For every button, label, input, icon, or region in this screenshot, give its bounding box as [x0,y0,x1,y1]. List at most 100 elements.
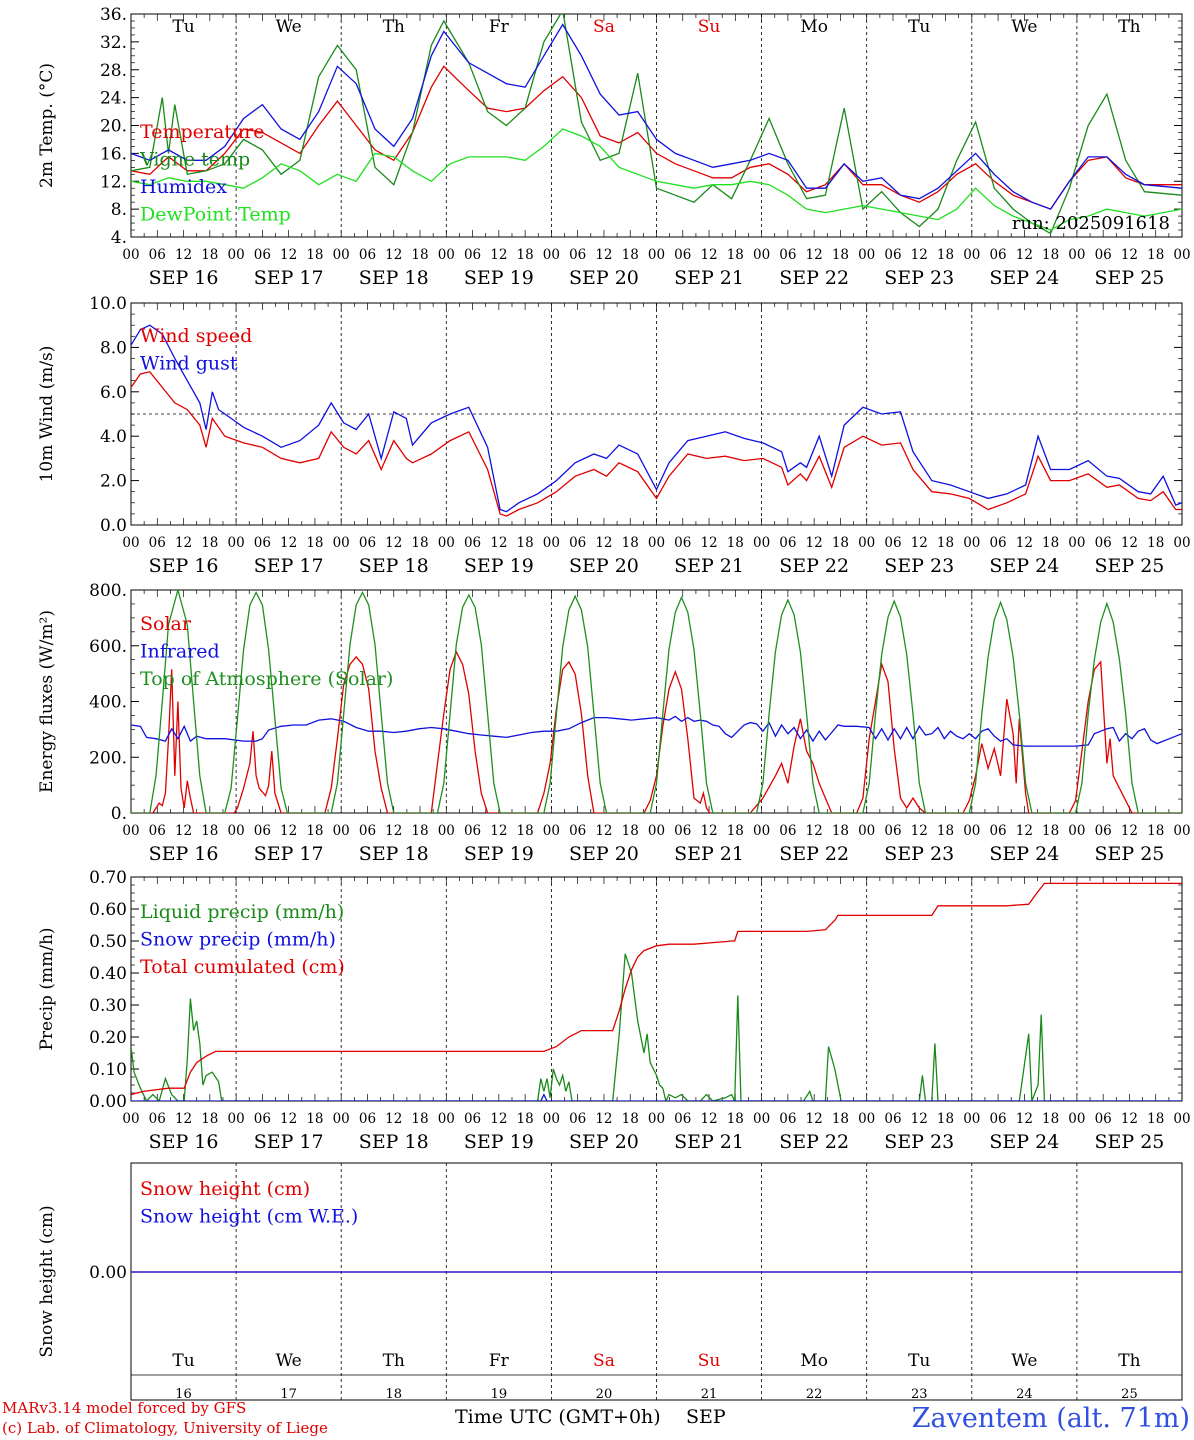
energy-date-label: SEP 22 [779,843,849,865]
temp-hour-label: 06 [779,247,796,263]
run-annotation: run: 2025091618 [1012,213,1170,234]
temp-date-label: SEP 22 [779,267,849,289]
energy-hour-label: 12 [911,823,928,839]
precip-legend-item: Liquid precip (mm/h) [140,901,344,923]
wind-hour-label: 06 [989,535,1006,551]
wind-ytick-label: 6.0 [100,383,127,403]
temp-hour-label: 06 [464,247,481,263]
temp-hour-label: 18 [1147,247,1164,263]
precip-date-label: SEP 24 [989,1131,1059,1153]
temp-ytick-label: 24. [100,89,127,109]
date-number: 21 [701,1387,718,1402]
energy-ytick-label: 0. [111,804,127,824]
panel-energy: 0. 200. 400. 600. 800. Energy fluxes (W/m²) So… [37,581,1191,865]
temp-date-label: SEP 21 [674,267,744,289]
energy-hour-label: 06 [884,823,901,839]
temp-hour-label: 12 [595,247,612,263]
temp-legend-item: Temperature [140,121,264,143]
wind-ytick-label: 4.0 [100,427,127,447]
station-title: Zaventem (alt. 71m) [912,1403,1190,1434]
wind-ylabel: 10m Wind (m/s) [37,346,57,483]
energy-series-infrared [131,715,1182,747]
panel-precip: 0.00 0.10 0.20 0.30 0.40 0.50 0.60 0.70 Precip (… [37,868,1191,1153]
temp-hour-label: 00 [228,247,245,263]
energy-date-label: SEP 17 [254,843,324,865]
temp-hour-label: 06 [1095,247,1112,263]
wind-legend-item: Wind gust [140,353,238,375]
temp-hour-label: 00 [543,247,560,263]
energy-hour-label: 06 [989,823,1006,839]
temp-series-humidex [131,23,1182,210]
energy-hour-label: 18 [832,823,849,839]
day-name-top: Tu [172,17,194,37]
precip-hour-label: 06 [254,1111,271,1127]
precip-date-label: SEP 16 [149,1131,219,1153]
wind-hour-label: 18 [1042,535,1059,551]
precip-hour-label: 18 [727,1111,744,1127]
wind-hour-label: 06 [1095,535,1112,551]
wind-hour-label: 18 [306,535,323,551]
energy-legend-item: Solar [140,613,192,635]
precip-date-label: SEP 18 [359,1131,429,1153]
temp-date-label: SEP 19 [464,267,534,289]
precip-hour-label: 06 [989,1111,1006,1127]
wind-date-label: SEP 16 [149,555,219,577]
wind-ytick-label: 8.0 [100,338,127,358]
snow-ytick-label: 0.00 [89,1263,127,1283]
energy-hour-label: 12 [385,823,402,839]
energy-hour-label: 12 [490,823,507,839]
wind-hour-label: 00 [333,535,350,551]
month-label: SEP [686,1406,726,1428]
temp-hour-label: 12 [1016,247,1033,263]
precip-hour-label: 18 [1042,1111,1059,1127]
day-name-top: Th [1118,17,1140,37]
x-axis-label: Time UTC (GMT+0h) [455,1406,661,1428]
precip-hour-label: 18 [306,1111,323,1127]
date-number: 19 [491,1387,508,1402]
temp-hour-label: 06 [359,247,376,263]
temp-date-label: SEP 20 [569,267,639,289]
wind-date-label: SEP 24 [989,555,1059,577]
precip-ytick-label: 0.40 [89,964,127,984]
temp-hour-label: 12 [806,247,823,263]
temp-hour-label: 06 [989,247,1006,263]
precip-ytick-label: 0.60 [89,900,127,920]
wind-date-label: SEP 21 [674,555,744,577]
temp-hour-label: 06 [884,247,901,263]
temp-hour-label: 06 [569,247,586,263]
wind-hour-label: 06 [464,535,481,551]
precip-date-label: SEP 25 [1095,1131,1165,1153]
precip-hour-label: 18 [832,1111,849,1127]
precip-date-label: SEP 22 [779,1131,849,1153]
energy-hour-label: 00 [543,823,560,839]
precip-ytick-label: 0.70 [89,868,127,888]
precip-hour-label: 06 [464,1111,481,1127]
temp-date-label: SEP 24 [989,267,1059,289]
energy-hour-label: 00 [1068,823,1085,839]
energy-date-label: SEP 19 [464,843,534,865]
energy-date-label: SEP 24 [989,843,1059,865]
precip-hour-label: 18 [622,1111,639,1127]
precip-hour-label: 06 [779,1111,796,1127]
temp-ytick-label: 32. [100,33,127,53]
wind-hour-label: 00 [858,535,875,551]
day-name-bottom: Tu [908,1351,930,1371]
precip-hour-label: 12 [1121,1111,1138,1127]
day-name-bottom: Fr [489,1351,510,1371]
energy-series-top-of-atmosphere-solar- [131,590,1182,813]
temp-date-label: SEP 25 [1095,267,1165,289]
precip-hour-label: 18 [937,1111,954,1127]
energy-hour-label: 12 [1016,823,1033,839]
temp-ytick-label: 36. [100,5,127,25]
energy-date-label: SEP 20 [569,843,639,865]
wind-hour-label: 18 [517,535,534,551]
energy-hour-label: 18 [411,823,428,839]
energy-hour-label: 12 [175,823,192,839]
temp-hour-label: 12 [385,247,402,263]
date-number: 23 [911,1387,928,1402]
wind-hour-label: 00 [648,535,665,551]
day-name-top: Tu [908,17,930,37]
energy-ytick-label: 200. [89,748,127,768]
energy-hour-label: 00 [753,823,770,839]
